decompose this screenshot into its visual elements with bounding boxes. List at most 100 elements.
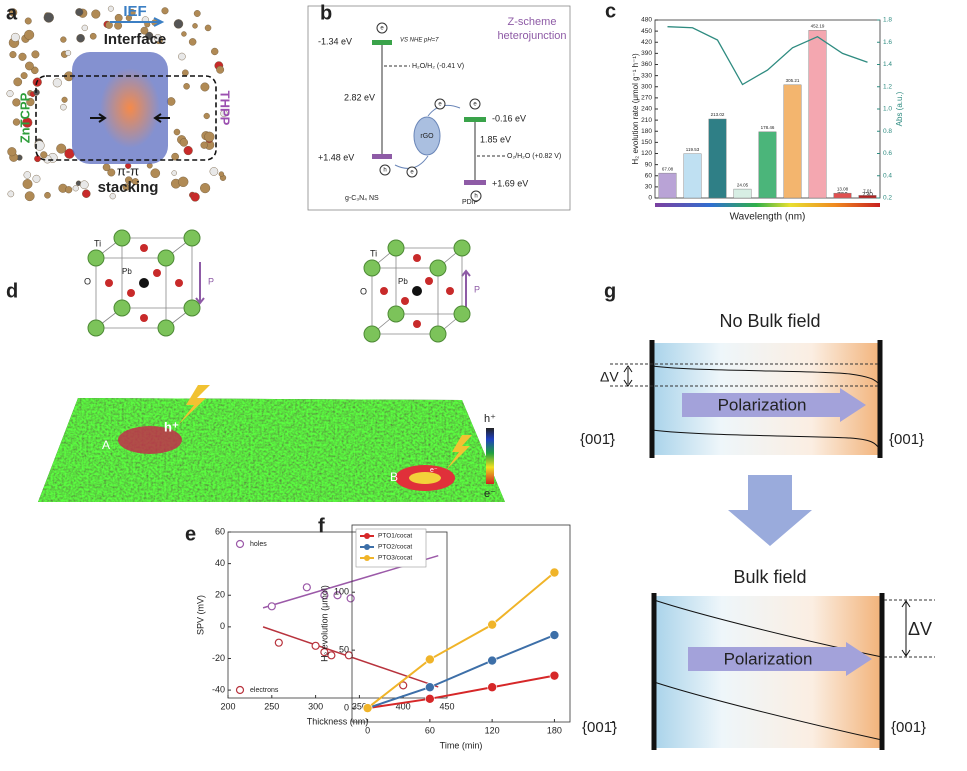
- data-point: [549, 567, 560, 578]
- y-axis-label: SPV (mV): [195, 595, 205, 635]
- value-label: 452.19: [811, 24, 825, 29]
- y-tick-label: 390: [641, 50, 652, 57]
- atom: [32, 174, 41, 183]
- series-line: [367, 634, 555, 710]
- band-edge: [651, 429, 881, 449]
- data-point: [362, 703, 373, 713]
- y-tick-label: 270: [641, 95, 652, 102]
- atom-label: Ti: [370, 248, 377, 258]
- y-tick-label: 50: [339, 645, 349, 655]
- atom-label: Pb: [398, 277, 408, 286]
- atom: [128, 8, 136, 17]
- rgo-label: rGO: [420, 133, 434, 140]
- atom: [72, 185, 79, 192]
- titanium-atom: [113, 229, 131, 247]
- slab: [654, 596, 880, 748]
- titanium-atom: [87, 319, 105, 337]
- y-tick-label: 0: [220, 621, 225, 631]
- carrier-label: h: [383, 168, 386, 174]
- y-tick-label: 450: [641, 28, 652, 35]
- oxygen-atom: [140, 244, 148, 252]
- atom: [220, 109, 228, 118]
- atom: [181, 31, 187, 37]
- y2-tick-label: 1.2: [883, 83, 892, 90]
- spm-texture: [38, 398, 505, 502]
- y-tick-label: 60: [645, 172, 653, 179]
- y2-tick-label: 0.4: [883, 172, 892, 179]
- y2-tick-label: 0.2: [883, 195, 892, 202]
- bar: [783, 84, 802, 199]
- polarization-label: Polarization: [724, 649, 813, 668]
- electron-label: e⁻: [430, 467, 438, 474]
- atom: [173, 19, 184, 29]
- redox-label: H₂O/H₂ (-0.41 V): [412, 63, 464, 70]
- y-tick-label: 480: [641, 17, 652, 24]
- panel-g: g No Bulk field Bulk field ΔV ΔV Polariz…: [580, 280, 935, 750]
- bar: [658, 172, 677, 199]
- atom: [34, 140, 45, 151]
- energy-label: +1.69 eV: [492, 178, 528, 188]
- rgo-sheet: [413, 116, 441, 156]
- face-label: {001̄}: [582, 719, 617, 736]
- atom: [24, 191, 35, 202]
- atom: [65, 186, 73, 194]
- lead-atom: [139, 278, 149, 288]
- atom: [150, 168, 161, 178]
- carrier: [376, 22, 388, 34]
- ief-label: IEF: [123, 3, 146, 20]
- titanium-atom: [363, 325, 381, 343]
- panel-label: a: [6, 2, 18, 24]
- value-label: 178.46: [761, 125, 775, 130]
- atom: [200, 141, 208, 149]
- legend-label: PTO1/cocat: [378, 533, 412, 540]
- gap-label: 2.82 eV: [344, 92, 375, 102]
- y-tick-label: 90: [645, 161, 653, 168]
- data-point: [487, 655, 497, 666]
- x-tick-label: 0: [365, 725, 370, 735]
- y-tick-label: 20: [215, 590, 225, 600]
- polarization-label: P: [208, 276, 214, 286]
- oxygen-atom: [105, 279, 113, 287]
- panel-label: d: [6, 280, 18, 302]
- series-line: [367, 674, 555, 710]
- polarization-label: Polarization: [718, 395, 807, 414]
- legend-marker: [235, 685, 245, 695]
- value-label: 305.21: [786, 78, 800, 83]
- atom: [182, 69, 189, 77]
- face-label: {001}: [891, 719, 926, 736]
- title-line: heterojunction: [497, 30, 566, 42]
- atom: [125, 176, 133, 184]
- atom-label: Pb: [122, 267, 132, 276]
- face-label: {001}: [889, 431, 924, 448]
- atom: [105, 21, 113, 29]
- panel-label: f: [318, 515, 325, 537]
- hole-label: h⁺: [164, 419, 179, 434]
- energy-label: +1.48 eV: [318, 152, 354, 162]
- energy-label: -1.34 eV: [318, 36, 352, 46]
- carrier: [470, 190, 482, 202]
- dv-arrow: [623, 365, 633, 387]
- polarization-arrow: [461, 269, 471, 310]
- atom: [9, 51, 17, 59]
- atom: [178, 52, 186, 61]
- x-axis-label: Thickness (nm): [307, 716, 369, 726]
- y-tick-label: 60: [215, 526, 225, 536]
- band-edge: [653, 681, 883, 741]
- atom: [89, 32, 97, 40]
- carrier-label: e: [473, 102, 477, 108]
- data-point: [320, 591, 329, 600]
- light-bolt: [446, 435, 472, 470]
- plot-frame: [227, 531, 448, 699]
- atom: [211, 47, 219, 56]
- hole-spot: [118, 426, 182, 454]
- polarization-label: P: [474, 284, 480, 294]
- atom: [178, 176, 189, 187]
- left-molecule-label: ZnTCPP: [17, 92, 32, 143]
- atom: [82, 189, 91, 198]
- vb-bar: [464, 180, 486, 185]
- titanium-atom: [429, 325, 447, 343]
- data-point: [487, 619, 497, 630]
- data-point: [425, 682, 435, 693]
- atom: [7, 147, 17, 157]
